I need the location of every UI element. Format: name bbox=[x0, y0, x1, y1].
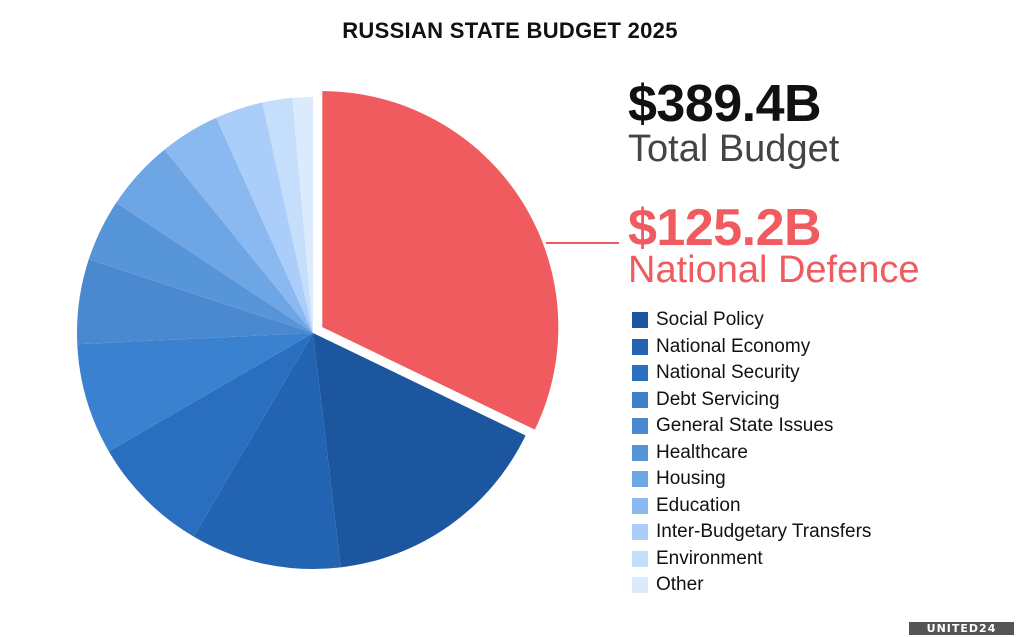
legend-swatch bbox=[632, 338, 648, 355]
legend-item: National Security bbox=[632, 360, 871, 387]
pie-slice-healthcare bbox=[88, 202, 313, 333]
total-budget-value: $389.4B bbox=[628, 75, 822, 133]
legend-swatch bbox=[632, 524, 648, 541]
legend-item: General State Issues bbox=[632, 413, 871, 440]
legend: Social Policy National Economy National … bbox=[632, 307, 871, 599]
legend-swatch bbox=[632, 365, 648, 382]
pie-slice-national-economy bbox=[193, 333, 341, 569]
pie-slice-other bbox=[292, 97, 313, 333]
legend-label: National Economy bbox=[656, 335, 811, 357]
legend-swatch bbox=[632, 497, 648, 514]
legend-label: Other bbox=[656, 574, 704, 596]
pie-slice-housing bbox=[116, 149, 313, 333]
legend-item: Inter-Budgetary Transfers bbox=[632, 519, 871, 546]
pie-slice-national-defence bbox=[322, 91, 559, 430]
legend-swatch bbox=[632, 418, 648, 435]
legend-swatch bbox=[632, 471, 648, 488]
legend-item: Environment bbox=[632, 546, 871, 573]
legend-label: Healthcare bbox=[656, 441, 748, 463]
pie-slice-education bbox=[164, 117, 313, 333]
legend-item: Education bbox=[632, 493, 871, 520]
legend-swatch bbox=[632, 444, 648, 461]
defence-leader-line bbox=[546, 242, 619, 244]
legend-label: National Security bbox=[656, 362, 800, 384]
legend-item: Housing bbox=[632, 466, 871, 493]
legend-label: Education bbox=[656, 494, 741, 516]
pie-slice-environment bbox=[262, 97, 313, 333]
legend-swatch bbox=[632, 577, 648, 594]
defence-value: $125.2B bbox=[628, 199, 822, 257]
legend-swatch bbox=[632, 312, 648, 329]
legend-item: National Economy bbox=[632, 334, 871, 361]
legend-label: Social Policy bbox=[656, 309, 764, 331]
total-budget-label: Total Budget bbox=[628, 128, 840, 170]
legend-label: Debt Servicing bbox=[656, 388, 780, 410]
legend-swatch bbox=[632, 550, 648, 567]
pie-slice-debt-servicing bbox=[77, 333, 314, 452]
legend-label: Housing bbox=[656, 468, 726, 490]
legend-item: Debt Servicing bbox=[632, 387, 871, 414]
legend-label: Environment bbox=[656, 547, 763, 569]
chart-title: RUSSIAN STATE BUDGET 2025 bbox=[342, 18, 678, 43]
legend-label: General State Issues bbox=[656, 415, 834, 437]
legend-item: Other bbox=[632, 572, 871, 599]
united24-logo: UNITED24 bbox=[909, 622, 1014, 635]
pie-slice-social-policy bbox=[313, 333, 526, 568]
legend-label: Inter-Budgetary Transfers bbox=[656, 521, 872, 543]
pie-slice-national-security bbox=[108, 333, 313, 537]
pie-slice-inter-budgetary-transfers bbox=[216, 102, 313, 333]
pie-slice-general-state-issues bbox=[77, 259, 314, 345]
legend-swatch bbox=[632, 391, 648, 408]
defence-label: National Defence bbox=[628, 249, 920, 291]
legend-item: Healthcare bbox=[632, 440, 871, 467]
legend-item: Social Policy bbox=[632, 307, 871, 334]
